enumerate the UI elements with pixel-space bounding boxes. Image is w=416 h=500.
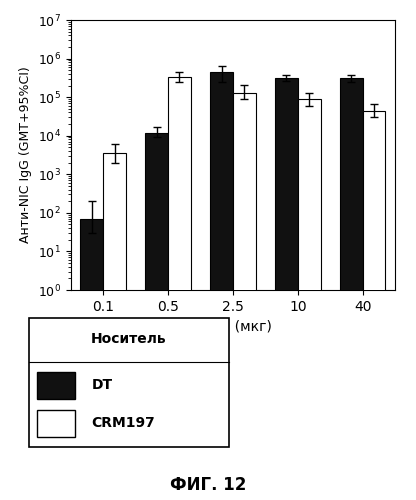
Bar — [103, 154, 126, 500]
Text: ФИГ. 12: ФИГ. 12 — [170, 476, 246, 494]
Bar — [298, 99, 321, 500]
Text: Носитель: Носитель — [91, 332, 167, 346]
Bar — [145, 132, 168, 500]
Bar — [340, 78, 363, 500]
Text: CRM197: CRM197 — [92, 416, 155, 430]
Bar — [275, 78, 298, 500]
Bar — [80, 219, 103, 500]
Bar — [210, 72, 233, 500]
Bar — [168, 77, 191, 500]
Bar — [233, 92, 256, 500]
FancyBboxPatch shape — [37, 372, 75, 398]
FancyBboxPatch shape — [37, 410, 75, 436]
Y-axis label: Анти-NIC IgG (GMT+95%CI): Анти-NIC IgG (GMT+95%CI) — [20, 66, 32, 244]
X-axis label: Доза (мкг): Доза (мкг) — [195, 320, 271, 334]
Text: DT: DT — [92, 378, 113, 392]
FancyBboxPatch shape — [29, 318, 229, 448]
Bar — [363, 110, 386, 500]
